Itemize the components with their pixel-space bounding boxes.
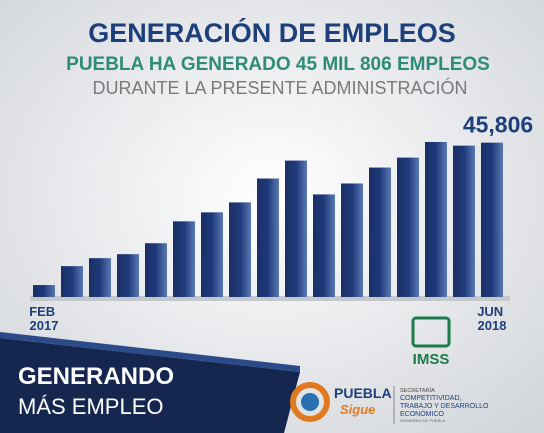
navy-band [0, 338, 300, 433]
puebla-logo: PUEBLA Sigue SECRETARÍA COMPETITIVIDAD, … [290, 382, 489, 424]
bar [33, 285, 55, 297]
puebla-text: PUEBLA [334, 385, 392, 401]
imss-logo: IMSS [411, 316, 451, 368]
dept-1: COMPETITIVIDAD, [400, 395, 462, 402]
bar [117, 254, 139, 297]
bar [257, 178, 279, 297]
puebla-core [301, 393, 319, 411]
bar [481, 142, 503, 297]
sigue-text: Sigue [340, 402, 375, 417]
baseline [30, 296, 510, 301]
bar [201, 212, 223, 297]
bar [313, 194, 335, 297]
band-edge [0, 332, 300, 372]
slogan-1: GENERANDO [18, 363, 174, 390]
gobierno: GOBIERNO DE PUEBLA [400, 418, 445, 423]
subtitle: PUEBLA HA GENERADO 45 MIL 806 EMPLEOS [66, 54, 490, 75]
dept-2: TRABAJO Y DESARROLLO [400, 403, 489, 410]
slogan-2: MÁS EMPLEO [18, 394, 163, 419]
bar [229, 202, 251, 297]
bar [341, 183, 363, 297]
bar [453, 145, 475, 297]
title: GENERACIÓN DE EMPLEOS [88, 17, 456, 48]
secretaria: SECRETARÍA [400, 387, 435, 394]
bar [425, 142, 447, 297]
note: DURANTE LA PRESENTE ADMINISTRACIÓN [92, 77, 467, 98]
bar [369, 167, 391, 297]
bar [61, 266, 83, 297]
bar [285, 160, 307, 297]
bar [397, 157, 419, 297]
dept-3: ECONÓMICO [400, 409, 445, 418]
value-label: 45,806 [463, 112, 533, 138]
bar [89, 258, 111, 297]
x-tick-label: FEB 2017 [29, 304, 59, 333]
bar [173, 221, 195, 297]
imss-emblem [411, 316, 451, 348]
imss-text: IMSS [413, 351, 450, 368]
puebla-ring [290, 382, 330, 422]
x-tick-label: JUN 2018 [477, 304, 507, 333]
bar [145, 243, 167, 297]
